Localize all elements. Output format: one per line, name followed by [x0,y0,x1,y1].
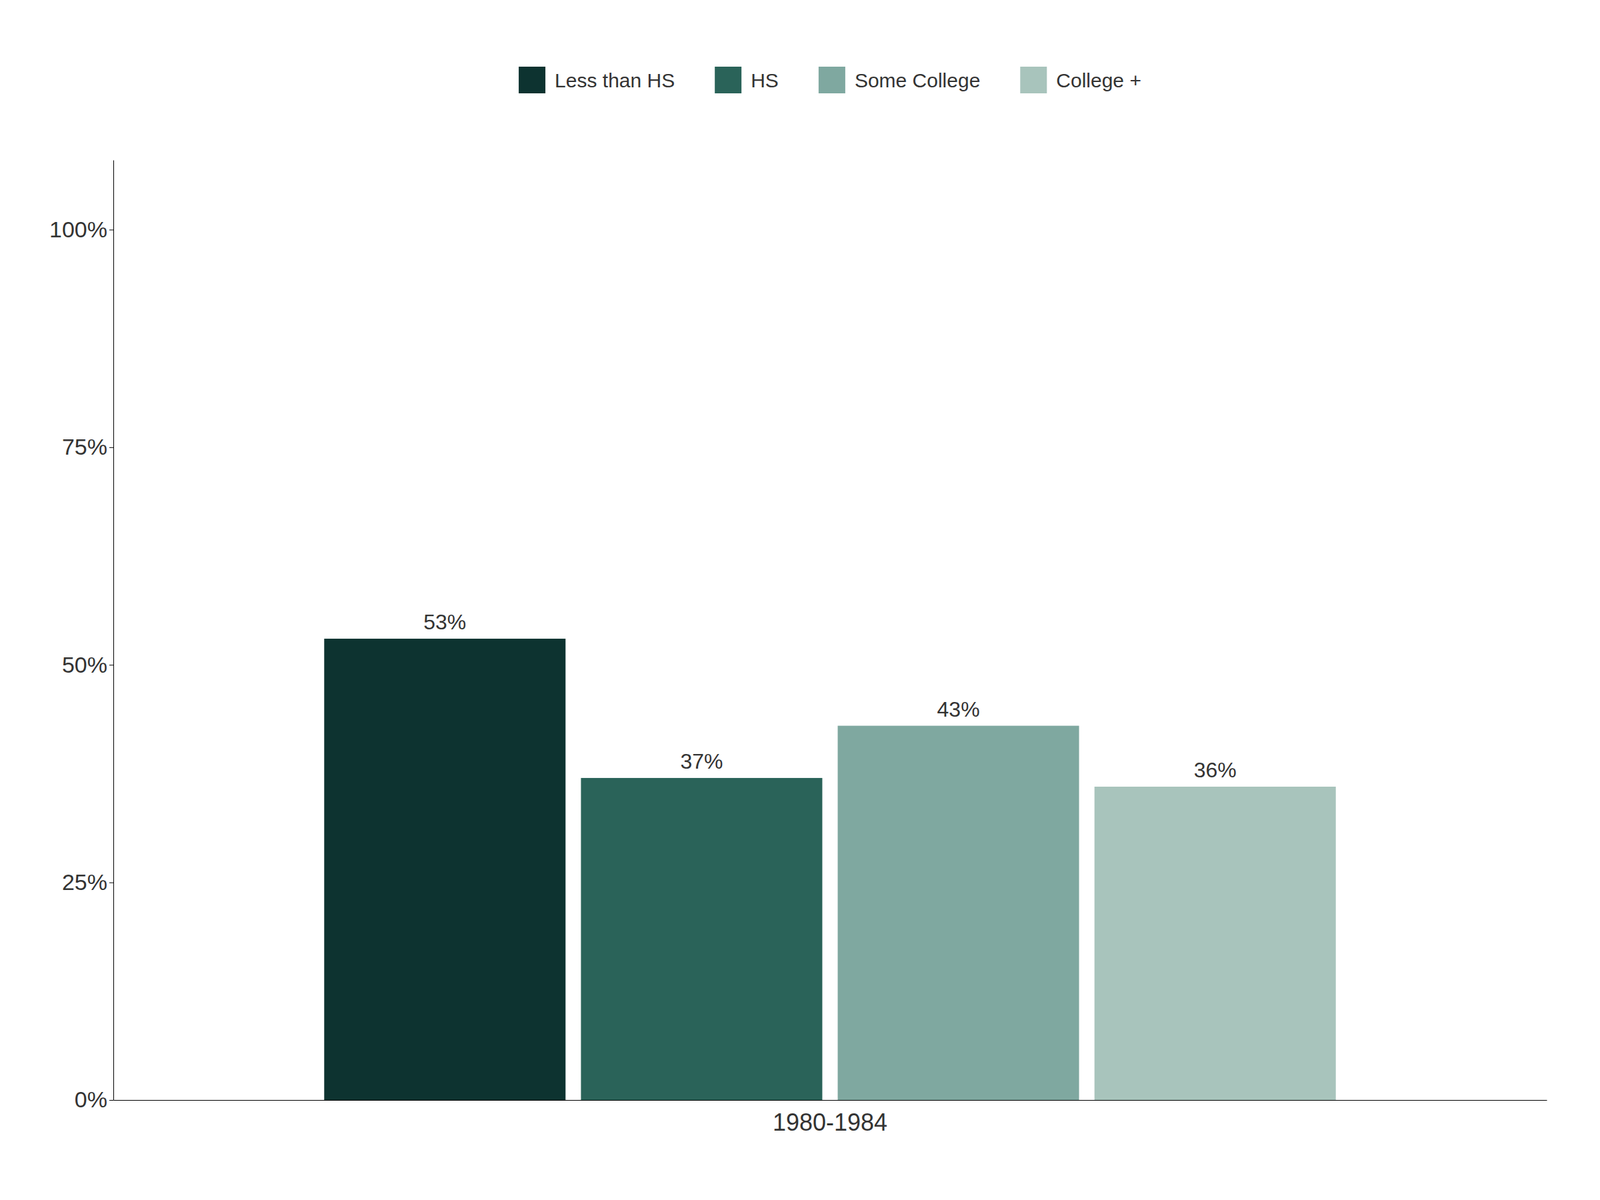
legend-swatch [818,66,846,94]
y-tick-mark [109,1100,114,1101]
y-tick-label: 75% [62,434,108,460]
y-tick-label: 50% [62,652,108,678]
legend-label: Some College [854,69,980,92]
x-axis: 1980-1984 [114,1100,1548,1136]
legend-swatch [1020,66,1047,94]
y-tick: 50% [62,652,114,678]
y-tick: 75% [62,434,114,460]
axis-line [114,1100,1548,1101]
legend-item: HS [714,66,779,94]
y-axis: 0% 25% 50% 75% 100% [49,160,114,1113]
axis-line [113,160,114,1101]
x-tick: 1980-1984 [772,1108,888,1136]
bars [324,638,1336,1100]
plot: 0% 25% 50% 75% 100% 1980-1984 53% 37% 43% 36% [49,160,1547,1136]
y-tick-mark [109,229,114,230]
bar [838,726,1080,1100]
data-label: 43% [937,697,980,722]
bar [580,778,822,1100]
bar [1094,786,1336,1100]
y-tick-label: 0% [74,1086,108,1112]
legend-label: Less than HS [554,69,675,92]
bar [324,638,566,1100]
y-tick: 100% [49,216,114,242]
y-tick-mark [109,882,114,884]
legend-item: College + [1020,66,1142,94]
legend-item: Some College [818,66,980,94]
y-tick: 25% [62,869,114,895]
x-tick-label: 1980-1984 [772,1108,888,1136]
legend-item: Less than HS [518,66,675,94]
data-label: 53% [423,610,466,634]
y-tick-label: 25% [62,869,108,895]
legend-swatch [714,66,742,94]
y-tick-mark [109,447,114,448]
legend-label: HS [750,69,779,92]
y-tick: 0% [74,1086,114,1112]
y-tick-label: 100% [49,216,108,242]
legend-label: College + [1056,69,1142,92]
chart: 0% 25% 50% 75% 100% 1980-1984 53% 37% 43% 36% Less… [0,0,1600,1200]
y-tick-mark [109,664,114,666]
data-label: 36% [1194,758,1237,782]
legend-swatch [518,66,546,94]
data-label: 37% [680,749,723,774]
legend: Less than HS HS Some College College + [518,66,1142,94]
data-labels: 53% 37% 43% 36% [423,610,1236,782]
